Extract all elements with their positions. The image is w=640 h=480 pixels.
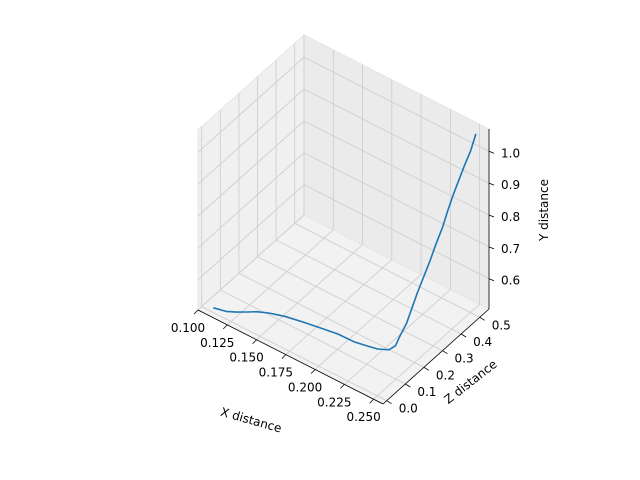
y-tick-label: 0.8: [501, 210, 520, 224]
y-tick-label: 0.9: [501, 178, 520, 192]
x-tick-label: 0.150: [229, 351, 263, 365]
chart-gridlines: [197, 35, 490, 405]
y-tick-label: 1.0: [501, 146, 520, 160]
y-tick-label: 0.6: [501, 274, 520, 288]
y-tick: [488, 150, 495, 154]
x-tick-label: 0.200: [288, 380, 322, 394]
z-tick: [460, 333, 467, 338]
x-gridline: [256, 64, 363, 341]
x-tick-label: 0.100: [171, 321, 205, 335]
x-tick: [281, 354, 287, 359]
z-tick-label: 0.4: [473, 335, 492, 349]
x-tick: [222, 324, 228, 330]
z-gridline: [257, 76, 443, 352]
y-gridline: [197, 120, 490, 217]
x-tick-label: 0.125: [200, 336, 234, 350]
x-gridline: [314, 94, 422, 370]
x-tick: [193, 309, 199, 315]
x-tick-label: 0.175: [259, 366, 293, 380]
y-gridline: [197, 88, 490, 185]
z-gridline: [201, 126, 387, 402]
z-gridline: [275, 60, 462, 335]
z-tick: [386, 400, 392, 405]
series-line: [213, 133, 477, 351]
y-gridline: [197, 152, 490, 249]
y-axis-title: Y distance: [537, 179, 551, 242]
chart-ticks: [193, 150, 495, 405]
x-tick-label: 0.225: [317, 395, 351, 409]
z-tick-label: 0.2: [436, 368, 455, 382]
chart-series-layer: [213, 133, 477, 351]
z-axis-line: [382, 308, 490, 405]
z-tick-label: 0.1: [417, 385, 436, 399]
x-tick: [310, 369, 316, 374]
y-tick: [488, 278, 495, 282]
x-tick: [252, 339, 257, 345]
z-tick: [479, 316, 485, 321]
x-axis-title: X distance: [219, 405, 283, 436]
z-gridline: [219, 110, 406, 385]
z-tick: [442, 350, 448, 355]
z-tick-label: 0.0: [399, 402, 418, 416]
z-tick-label: 0.5: [492, 318, 511, 332]
x-gridline: [197, 35, 305, 311]
z-gridline: [294, 43, 480, 318]
x-gridline: [226, 49, 334, 326]
x-gridline: [344, 109, 451, 385]
x-tick-label: 0.250: [346, 410, 380, 424]
z-tick-label: 0.3: [455, 352, 474, 366]
z-tick: [423, 366, 430, 371]
x-gridline: [285, 79, 393, 355]
x-tick: [340, 384, 345, 389]
y-tick: [488, 246, 495, 250]
z-tick: [405, 383, 411, 388]
y-gridline: [197, 184, 490, 281]
x-axis-line: [197, 309, 384, 405]
x-gridline: [373, 124, 481, 400]
y-tick: [488, 182, 495, 186]
x-tick: [369, 398, 374, 404]
y-tick: [488, 214, 495, 218]
z-gridline: [238, 93, 425, 368]
y-gridline: [197, 56, 490, 153]
y-tick-label: 0.7: [501, 242, 520, 256]
